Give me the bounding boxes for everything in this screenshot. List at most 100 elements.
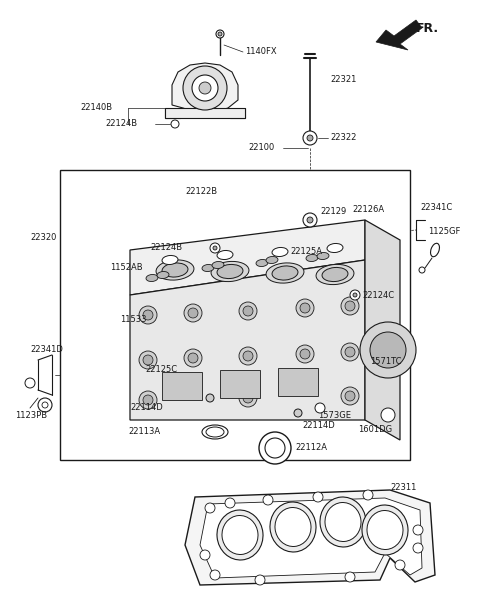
Circle shape (303, 131, 317, 145)
Circle shape (265, 438, 285, 458)
Text: 22112A: 22112A (295, 443, 327, 452)
Circle shape (296, 299, 314, 317)
Ellipse shape (157, 271, 169, 278)
Ellipse shape (431, 243, 440, 257)
Text: 22113A: 22113A (128, 427, 160, 436)
Text: 1601DG: 1601DG (358, 426, 392, 434)
Ellipse shape (317, 253, 329, 259)
Circle shape (381, 408, 395, 422)
Text: 11533: 11533 (120, 315, 146, 324)
Circle shape (313, 492, 323, 502)
Text: 1571TC: 1571TC (370, 358, 401, 367)
Ellipse shape (212, 262, 224, 269)
Text: 1573GE: 1573GE (318, 411, 351, 420)
Circle shape (184, 349, 202, 367)
Circle shape (315, 403, 325, 413)
Ellipse shape (327, 243, 343, 253)
Text: 22122B: 22122B (185, 188, 217, 197)
Ellipse shape (367, 511, 403, 550)
Text: 22125C: 22125C (145, 365, 177, 374)
Ellipse shape (217, 510, 263, 560)
Text: 22320: 22320 (30, 234, 56, 243)
Circle shape (218, 32, 222, 36)
Circle shape (210, 243, 220, 253)
Circle shape (171, 120, 179, 128)
Circle shape (143, 395, 153, 405)
Circle shape (350, 290, 360, 300)
Circle shape (38, 398, 52, 412)
Text: 22114D: 22114D (302, 421, 335, 430)
Circle shape (341, 387, 359, 405)
Circle shape (42, 402, 48, 408)
Circle shape (192, 75, 218, 101)
Ellipse shape (272, 247, 288, 256)
Text: 22341D: 22341D (30, 346, 63, 355)
Polygon shape (130, 260, 365, 420)
Ellipse shape (320, 497, 366, 547)
Circle shape (210, 570, 220, 580)
Circle shape (259, 432, 291, 464)
Circle shape (413, 525, 423, 535)
Text: 1123PB: 1123PB (15, 411, 47, 420)
Circle shape (183, 66, 227, 110)
Text: 22126A: 22126A (352, 206, 384, 215)
Circle shape (263, 495, 273, 505)
Text: 22125A: 22125A (290, 247, 322, 256)
Circle shape (200, 550, 210, 560)
Ellipse shape (222, 516, 258, 554)
Circle shape (243, 351, 253, 361)
Ellipse shape (272, 266, 298, 280)
Circle shape (294, 409, 302, 417)
Text: 22124B: 22124B (150, 244, 182, 253)
Circle shape (216, 30, 224, 38)
Circle shape (139, 306, 157, 324)
Text: 22124C: 22124C (362, 290, 394, 300)
Circle shape (353, 293, 357, 297)
Ellipse shape (162, 263, 188, 277)
Ellipse shape (211, 262, 249, 281)
Circle shape (341, 343, 359, 361)
Polygon shape (365, 220, 400, 440)
Polygon shape (185, 490, 435, 585)
Circle shape (188, 308, 198, 318)
Circle shape (300, 303, 310, 313)
Ellipse shape (217, 265, 243, 278)
Ellipse shape (316, 265, 354, 285)
Polygon shape (130, 220, 365, 295)
Ellipse shape (146, 275, 158, 281)
Ellipse shape (306, 254, 318, 262)
Ellipse shape (217, 250, 233, 259)
Circle shape (307, 217, 313, 223)
Circle shape (360, 322, 416, 378)
Circle shape (307, 135, 313, 141)
Text: 22322: 22322 (330, 134, 356, 142)
Text: 22114D: 22114D (130, 403, 163, 412)
Text: 22140B: 22140B (80, 104, 112, 113)
Circle shape (143, 310, 153, 320)
Bar (162, 372, 202, 400)
Polygon shape (376, 20, 422, 50)
Circle shape (243, 306, 253, 316)
Circle shape (205, 503, 215, 513)
Circle shape (139, 391, 157, 409)
Text: 22311: 22311 (390, 483, 416, 492)
Text: 22341C: 22341C (420, 203, 452, 213)
Circle shape (184, 304, 202, 322)
Circle shape (225, 498, 235, 508)
Circle shape (345, 391, 355, 401)
Ellipse shape (275, 508, 311, 547)
Circle shape (419, 267, 425, 273)
Ellipse shape (202, 425, 228, 439)
Circle shape (395, 560, 405, 570)
Circle shape (345, 347, 355, 357)
Text: 22129: 22129 (320, 207, 346, 216)
Text: 1125GF: 1125GF (428, 228, 460, 237)
Circle shape (243, 393, 253, 403)
Circle shape (296, 345, 314, 363)
Ellipse shape (270, 502, 316, 552)
Ellipse shape (162, 256, 178, 265)
Bar (60, 170, 410, 460)
Circle shape (303, 213, 317, 227)
Circle shape (300, 349, 310, 359)
Text: 1152AB: 1152AB (110, 263, 143, 272)
